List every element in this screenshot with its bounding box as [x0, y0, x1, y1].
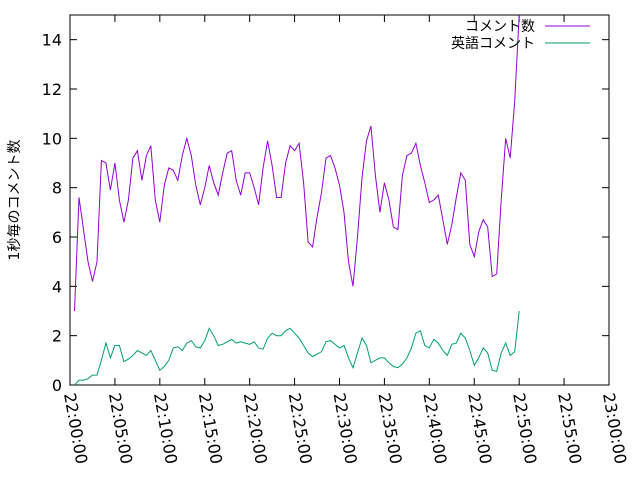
x-tick-label: 22:00:00 [60, 391, 91, 465]
y-tick-label: 14 [42, 31, 62, 50]
x-tick-label: 22:40:00 [419, 391, 450, 465]
series-lines [74, 14, 520, 386]
legend-label-2: 英語コメント [451, 35, 535, 52]
y-tick-label: 0 [52, 376, 62, 395]
x-tick-label: 22:25:00 [285, 391, 316, 465]
x-tick-label: 23:00:00 [599, 391, 630, 465]
x-tick-label: 22:15:00 [195, 391, 226, 465]
y-tick-label: 12 [42, 80, 62, 99]
x-tick-label: 22:10:00 [150, 391, 181, 465]
y-tick-label: 4 [52, 277, 62, 296]
x-tick-label: 22:05:00 [105, 391, 136, 465]
x-tick-label: 22:55:00 [554, 391, 585, 465]
x-tick-label: 22:50:00 [509, 391, 540, 465]
x-tick-label: 22:45:00 [464, 391, 495, 465]
x-axis: 22:00:00 22:05:00 22:10:00 22:15:00 22:20:00… [60, 15, 630, 465]
y-axis: 0 2 4 6 8 10 12 14 [42, 31, 609, 395]
y-tick-label: 10 [42, 129, 62, 148]
y-tick-label: 2 [52, 327, 62, 346]
x-tick-label: 22:20:00 [240, 391, 271, 465]
legend-label-1: コメント数 [465, 19, 535, 35]
y-tick-label: 8 [52, 179, 62, 198]
x-tick-label: 22:30:00 [330, 391, 361, 465]
series-line-2 [74, 310, 520, 386]
series-line-1 [74, 14, 520, 312]
y-tick-label: 6 [52, 228, 62, 247]
plot-frame [69, 14, 610, 386]
y-axis-title: 1秒毎のコメント数 [7, 140, 23, 261]
x-tick-label: 22:35:00 [374, 391, 405, 465]
